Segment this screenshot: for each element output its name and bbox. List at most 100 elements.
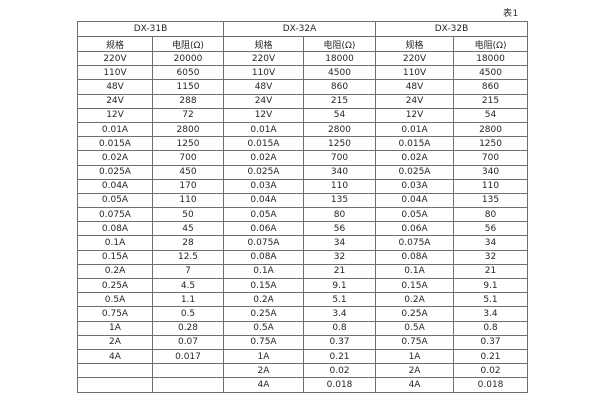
resistance-cell: 1150	[152, 79, 224, 95]
resistance-cell: 34	[302, 235, 377, 251]
resistance-cell: 20000	[152, 50, 224, 67]
resistance-cell: 0.018	[302, 377, 377, 393]
group-header-dx32b: DX-32B	[375, 21, 529, 37]
resistance-cell: 56	[453, 221, 529, 237]
spec-cell: 2A	[223, 363, 304, 379]
table-row: 0.075A 50 0.05A 80 0.05A 80	[77, 207, 529, 223]
resistance-cell: 288	[152, 93, 224, 109]
resistance-cell: 1.1	[152, 292, 224, 308]
spec-cell: 0.1A	[77, 235, 153, 251]
spec-cell: 0.01A	[375, 121, 455, 138]
spec-cell: 110V	[223, 65, 304, 81]
spec-cell: 1A	[77, 320, 153, 336]
table-row: 0.15A 12.5 0.08A 32 0.08A 32	[77, 249, 529, 265]
resistance-cell: 0.02	[302, 363, 377, 379]
spec-cell	[77, 363, 153, 379]
resistance-cell: 0.07	[152, 334, 224, 350]
spec-cell: 0.01A	[77, 121, 153, 138]
spec-cell: 0.08A	[223, 249, 304, 265]
spec-cell: 220V	[375, 50, 455, 67]
spec-cell: 24V	[77, 93, 153, 109]
spec-cell: 110V	[375, 65, 455, 81]
table-row: 220V 20000 220V 18000 220V 18000	[77, 50, 529, 67]
spec-cell: 220V	[223, 50, 304, 67]
resistance-cell: 340	[302, 164, 377, 180]
resistance-cell: 135	[302, 192, 377, 209]
resistance-cell: 18000	[453, 50, 529, 67]
resistance-cell: 700	[453, 150, 529, 166]
spec-cell: 0.075A	[77, 207, 153, 223]
resistance-cell: 50	[152, 207, 224, 223]
spec-cell: 1A	[223, 348, 304, 365]
resistance-cell: 110	[152, 192, 224, 209]
resistance-cell: 860	[453, 79, 529, 95]
table-row: 0.01A 2800 0.01A 2800 0.01A 2800	[77, 121, 529, 138]
spec-cell: 0.15A	[77, 249, 153, 265]
resistance-cell: 0.017	[152, 348, 224, 365]
spec-cell: 0.06A	[375, 221, 455, 237]
spec-cell: 0.03A	[375, 178, 455, 194]
spec-cell: 12V	[223, 107, 304, 123]
table-row: 0.75A 0.5 0.25A 3.4 0.25A 3.4	[77, 306, 529, 322]
spec-cell: 0.05A	[223, 207, 304, 223]
spec-cell: 2A	[77, 334, 153, 350]
spec-cell: 12V	[77, 107, 153, 123]
table-row: 24V 288 24V 215 24V 215	[77, 93, 529, 109]
spec-cell: 0.025A	[77, 164, 153, 180]
spec-cell: 0.06A	[223, 221, 304, 237]
resistance-cell: 0.21	[302, 348, 377, 365]
resistance-cell: 135	[453, 192, 529, 209]
resistance-cell: 4.5	[152, 277, 224, 294]
spec-cell: 48V	[77, 79, 153, 95]
resistance-cell: 9.1	[453, 277, 529, 294]
group-header-dx31b: DX-31B	[77, 21, 224, 37]
spec-cell: 0.1A	[375, 263, 455, 280]
spec-cell: 0.15A	[223, 277, 304, 294]
resistance-cell: 45	[152, 221, 224, 237]
table-row: 2A 0.02 2A 0.02	[77, 363, 529, 379]
table-row: 0.02A 700 0.02A 700 0.02A 700	[77, 150, 529, 166]
resistance-cell: 0.37	[302, 334, 377, 350]
resistance-cell: 7	[152, 263, 224, 280]
spec-cell: 4A	[375, 377, 455, 393]
table-row: 1A 0.28 0.5A 0.8 0.5A 0.8	[77, 320, 529, 336]
spec-cell: 0.08A	[375, 249, 455, 265]
resistance-cell: 860	[302, 79, 377, 95]
resistance-cell: 54	[453, 107, 529, 123]
resistance-cell: 18000	[302, 50, 377, 67]
spec-cell: 0.075A	[223, 235, 304, 251]
spec-cell: 0.015A	[77, 136, 153, 152]
resistance-cell: 9.1	[302, 277, 377, 294]
spec-cell: 0.25A	[375, 306, 455, 322]
resistance-cell: 4500	[302, 65, 377, 81]
spec-cell: 0.04A	[223, 192, 304, 209]
spec-cell: 110V	[77, 65, 153, 81]
resistance-cell: 1250	[152, 136, 224, 152]
resistance-cell: 0.018	[453, 377, 529, 393]
resistance-cell: 0.37	[453, 334, 529, 350]
resistance-cell	[152, 377, 224, 393]
table-row: 48V 1150 48V 860 48V 860	[77, 79, 529, 95]
resistance-cell: 0.02	[453, 363, 529, 379]
spec-cell: 0.5A	[375, 320, 455, 336]
spec-cell: 0.25A	[77, 277, 153, 294]
resistance-cell: 80	[302, 207, 377, 223]
resistance-cell: 54	[302, 107, 377, 123]
resistance-cell: 5.1	[453, 292, 529, 308]
spec-cell: 0.08A	[77, 221, 153, 237]
spec-cell: 1A	[375, 348, 455, 365]
group-header-dx32a: DX-32A	[222, 21, 377, 37]
spec-cell: 0.25A	[223, 306, 304, 322]
spec-cell: 0.025A	[223, 164, 304, 180]
table-row: 0.2A 7 0.1A 21 0.1A 21	[77, 263, 529, 280]
resistance-cell: 1250	[453, 136, 529, 152]
resistance-cell: 12.5	[152, 249, 224, 265]
resistance-cell: 170	[152, 178, 224, 194]
resistance-cell: 1250	[302, 136, 377, 152]
resistance-cell: 56	[302, 221, 377, 237]
resistance-cell: 34	[453, 235, 529, 251]
spec-cell: 0.02A	[375, 150, 455, 166]
resistance-cell: 700	[302, 150, 377, 166]
spec-cell: 0.15A	[375, 277, 455, 294]
